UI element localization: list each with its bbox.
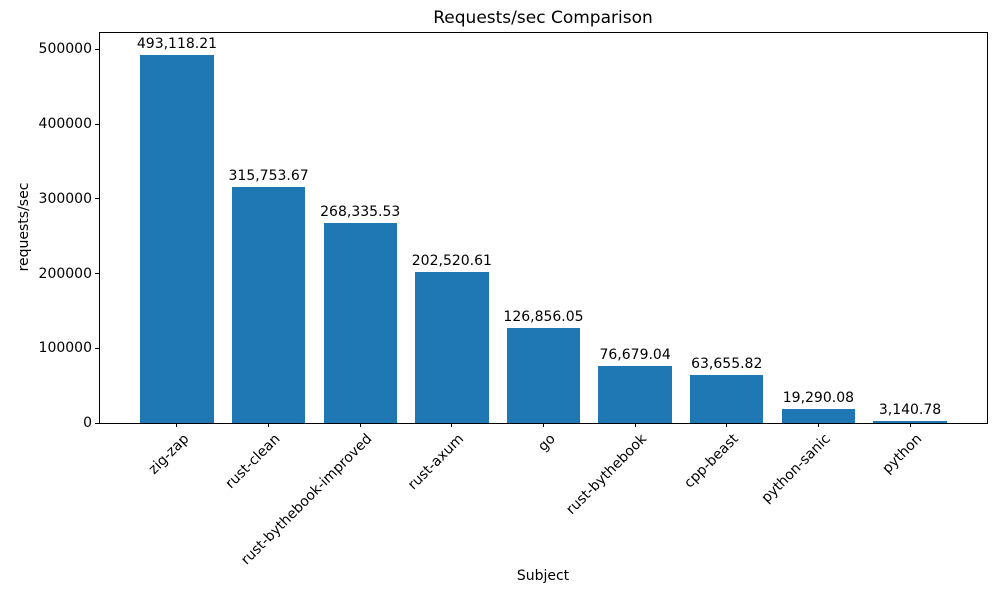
bar (323, 222, 397, 423)
x-tick-mark (726, 423, 728, 427)
x-tick-mark (817, 423, 819, 427)
x-tick-label: python-sanic (758, 431, 834, 507)
y-tick-label: 0 (83, 415, 92, 431)
bar-value-label: 63,655.82 (691, 356, 763, 373)
y-tick-mark (95, 198, 100, 200)
bar-value-label: 493,118.21 (136, 35, 218, 52)
bar (690, 375, 764, 423)
x-tick-label: zig-zap (145, 431, 193, 478)
y-tick-label: 100000 (38, 340, 92, 357)
bar (873, 420, 947, 423)
x-tick-label: rust-clean (223, 431, 284, 492)
bar-value-label: 19,290.08 (782, 389, 855, 406)
bar-value-label: 76,679.04 (599, 346, 671, 363)
bar (506, 328, 581, 423)
bar-value-label: 315,753.67 (228, 168, 309, 185)
x-tick-label: rust-axum (405, 431, 468, 494)
x-tick-label: python (879, 431, 926, 477)
y-tick-label: 400000 (38, 116, 92, 133)
x-tick-mark (359, 423, 361, 427)
x-tick-label: cpp-beast (681, 431, 743, 492)
bar (415, 271, 489, 423)
bar-value-label: 202,520.61 (411, 252, 492, 269)
y-tick-mark (95, 347, 100, 349)
x-tick-label: rust-bythebook (563, 431, 651, 518)
bar-value-label: 126,856.05 (503, 309, 584, 326)
y-tick-label: 200000 (38, 265, 92, 282)
bar (781, 408, 856, 423)
bar (231, 187, 306, 423)
x-tick-mark (451, 423, 453, 427)
plot-area: 0 100000 200000 300000 400000 500000 493,118.2… (39, 32, 988, 568)
y-tick-mark (95, 273, 100, 275)
chart-title: Requests/sec Comparison (433, 8, 653, 28)
bar-value-label: 3,140.78 (878, 401, 942, 418)
y-tick-mark (95, 123, 100, 125)
x-tick-mark (634, 423, 636, 427)
y-tick-mark (95, 48, 100, 50)
y-tick-mark (95, 422, 100, 424)
x-tick-mark (268, 423, 270, 427)
y-tick-label: 300000 (38, 190, 92, 207)
bar (140, 54, 214, 423)
x-tick-label: go (535, 431, 559, 455)
y-tick-label: 500000 (38, 41, 92, 58)
bar (598, 365, 672, 423)
x-axis-label: Subject (516, 568, 570, 584)
bar-value-label: 268,335.53 (320, 203, 401, 220)
x-tick-mark (176, 423, 178, 427)
x-tick-mark (909, 423, 911, 427)
x-tick-mark (543, 423, 544, 427)
